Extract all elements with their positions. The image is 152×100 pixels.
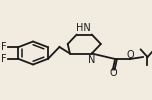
Text: N: N: [88, 55, 95, 65]
Text: O: O: [110, 68, 118, 78]
Text: F: F: [1, 54, 7, 64]
Text: O: O: [126, 50, 134, 60]
Text: HN: HN: [76, 23, 91, 33]
Text: F: F: [1, 42, 7, 52]
